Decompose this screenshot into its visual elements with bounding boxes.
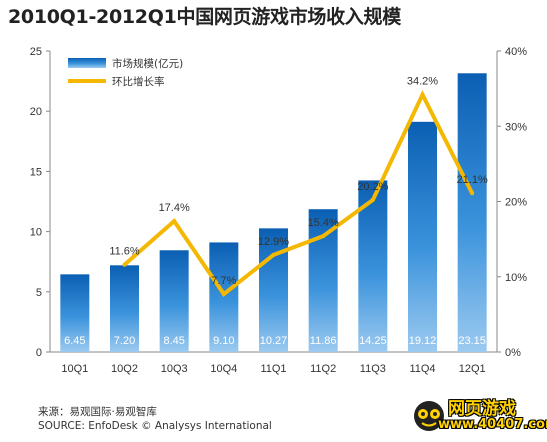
growth-rate-point	[321, 234, 326, 239]
legend-bar-label: 市场规模(亿元)	[112, 57, 183, 70]
bar-value-label: 8.45	[163, 335, 184, 347]
growth-rate-label: 34.2%	[407, 76, 438, 88]
y-right-tick-label: 30%	[505, 121, 527, 133]
x-tick-label: 11Q3	[360, 363, 386, 375]
watermark-name: 网页游戏	[448, 399, 516, 419]
x-tick-label: 10Q2	[111, 363, 138, 375]
bar	[457, 73, 487, 353]
growth-rate-label: 15.4%	[308, 217, 339, 229]
legend-line-label: 环比增长率	[112, 75, 165, 88]
growth-rate-label: 7.7%	[211, 275, 236, 287]
x-tick-label: 11Q1	[260, 363, 286, 375]
bar-value-label: 9.10	[213, 335, 234, 347]
x-tick-label: 11Q4	[409, 363, 435, 375]
bar-value-label: 19.12	[409, 335, 437, 347]
bar-value-label: 23.15	[458, 335, 486, 347]
bar	[60, 274, 90, 352]
y-right-tick-label: 20%	[505, 197, 527, 209]
y-left-tick-label: 15	[30, 166, 42, 178]
source-cn: 来源：易观国际·易观智库	[38, 406, 157, 418]
x-tick-label: 10Q1	[61, 363, 88, 375]
growth-rate-point	[370, 197, 375, 202]
bar-value-label: 10.27	[260, 335, 288, 347]
growth-rate-label: 20.2%	[357, 181, 388, 193]
bar-value-label: 14.25	[359, 335, 387, 347]
source-en: SOURCE: EnfoDesk © Analysys Internationa…	[38, 420, 272, 432]
y-right-tick-label: 40%	[505, 46, 527, 58]
bar	[209, 242, 239, 352]
chart-title: 2010Q1-2012Q1中国网页游戏市场收入规模	[8, 6, 401, 28]
bar-value-label: 6.45	[64, 335, 85, 347]
growth-rate-point	[122, 262, 127, 267]
growth-rate-label: 21.1%	[457, 174, 488, 186]
y-left-tick-label: 10	[30, 227, 42, 239]
x-tick-label: 11Q2	[310, 363, 336, 375]
growth-rate-point	[271, 252, 276, 257]
bar-value-label: 11.86	[310, 335, 337, 347]
bar	[259, 228, 288, 352]
y-left-tick-label: 20	[30, 106, 42, 118]
y-left-tick-label: 5	[36, 287, 42, 299]
y-right-tick-label: 10%	[505, 272, 527, 284]
site-watermark: 网页游戏 www.40407.com	[400, 392, 547, 440]
bar	[308, 209, 338, 352]
y-left-tick-label: 25	[30, 46, 42, 58]
x-tick-label: 12Q1	[459, 363, 486, 375]
y-left-tick-label: 0	[36, 347, 42, 359]
watermark-url: www.40407.com	[438, 417, 547, 432]
bar	[408, 121, 437, 352]
mascot-logo-icon	[414, 401, 444, 431]
growth-rate-label: 12.9%	[258, 236, 289, 248]
growth-rate-point	[420, 92, 425, 97]
bar-value-label: 7.20	[114, 335, 135, 347]
growth-rate-line	[123, 90, 474, 297]
growth-rate-label: 11.6%	[109, 246, 140, 258]
bar	[110, 265, 139, 352]
legend-bar-swatch	[68, 58, 106, 68]
y-right-tick-label: 0%	[505, 347, 521, 359]
x-tick-label: 10Q3	[161, 363, 188, 375]
growth-rate-point	[470, 191, 475, 196]
growth-rate-point	[172, 219, 177, 224]
growth-rate-label: 17.4%	[159, 202, 190, 214]
growth-rate-point	[221, 292, 226, 297]
bar	[159, 250, 189, 352]
x-tick-label: 10Q4	[210, 363, 237, 375]
